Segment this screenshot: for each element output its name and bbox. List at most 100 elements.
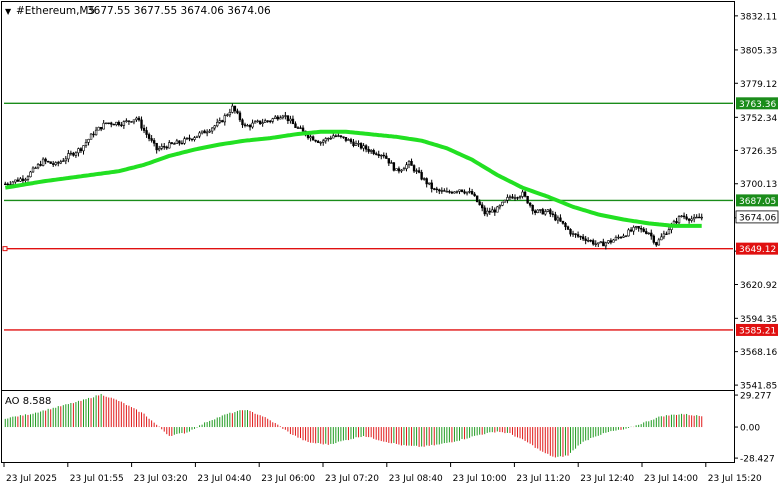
candle-body (4, 183, 7, 186)
level-tag-label: 3585.21 (739, 326, 776, 336)
candle-body (597, 242, 600, 245)
candle-body (627, 229, 630, 237)
candle-body (301, 127, 305, 132)
candle-body (19, 178, 22, 182)
ao-tick-label: 0.00 (740, 424, 760, 434)
candle-body (155, 142, 158, 151)
candle-body (241, 119, 244, 126)
candle-body (544, 211, 547, 215)
candle-body (397, 168, 401, 172)
candle-body (362, 145, 365, 149)
level-tag-label: 3763.36 (739, 100, 776, 110)
candle-body (306, 134, 310, 139)
candle-body (52, 163, 55, 165)
level-tag-resistance-3763 (736, 97, 778, 110)
candle-body (223, 115, 227, 123)
price-tick-label: 3700.13 (740, 180, 777, 190)
candle-body (228, 112, 232, 116)
time-tick-label: 23 Jul 08:40 (389, 474, 443, 484)
time-tick-label: 23 Jul 03:20 (134, 474, 188, 484)
candle-body (193, 137, 196, 140)
candle-body (41, 158, 45, 166)
candle-body (546, 209, 550, 212)
candle-body (327, 137, 330, 140)
candle-body (269, 120, 272, 123)
candle-body (137, 117, 141, 121)
time-tick-label: 23 Jul 14:00 (644, 474, 698, 484)
price-tick-label: 3568.16 (740, 348, 777, 358)
candle-body (39, 164, 42, 166)
candle-body (422, 178, 426, 180)
candle-body (561, 220, 565, 224)
candle-body (274, 116, 277, 119)
candle-body (564, 223, 567, 228)
candle-body (417, 170, 421, 173)
time-axis: 23 Jul 2025 23 Jul 01:55 23 Jul 03:20 23 Ju… (3, 462, 762, 484)
candle-body (24, 179, 27, 181)
candle-body (690, 218, 693, 221)
candle-body (178, 140, 181, 144)
candle-body (521, 191, 524, 197)
candle-body (531, 204, 534, 212)
candle-body (448, 191, 451, 193)
candle-body (486, 210, 489, 215)
candle-body (99, 126, 103, 130)
candle-body (6, 183, 9, 186)
candle-body (480, 204, 484, 209)
candle-body (329, 137, 332, 140)
candle-body (21, 178, 25, 181)
candle-body (216, 122, 219, 127)
candle-body (311, 136, 315, 141)
price-tick-label: 3620.92 (740, 281, 777, 291)
candle-body (286, 115, 290, 122)
candle-body (200, 130, 204, 134)
collapse-arrow-icon[interactable]: ▼ (5, 7, 12, 16)
time-tick-label: 23 Jul 07:20 (325, 474, 379, 484)
candle-body (536, 209, 539, 213)
candle-body (316, 140, 320, 143)
candle-body (342, 136, 345, 138)
candle-body (473, 193, 476, 197)
candle-body (453, 191, 456, 194)
candle-body (213, 125, 216, 129)
candle-body (695, 216, 698, 219)
candle-body (533, 210, 537, 213)
candle-body (271, 118, 274, 122)
candle-body (380, 154, 383, 157)
candle-body (609, 240, 613, 243)
candle-body (700, 216, 703, 219)
candle-body (150, 138, 153, 141)
level-handle[interactable] (2, 246, 8, 252)
candle-body (660, 236, 663, 241)
candle-body (142, 127, 146, 131)
price-panel-frame[interactable] (1, 1, 735, 391)
level-tag-support-3585 (736, 323, 778, 336)
candle-body (634, 226, 638, 228)
candle-body (607, 240, 610, 244)
candle-body (145, 130, 148, 135)
candle-body (468, 191, 471, 193)
candle-body (470, 191, 474, 195)
candle-body (170, 142, 174, 144)
price-tick-label: 3832.11 (740, 12, 777, 22)
candle-body (632, 226, 635, 232)
candle-body (261, 122, 264, 124)
candle-body (279, 117, 282, 120)
candle-body (205, 131, 209, 134)
candle-body (692, 217, 696, 220)
time-tick-label: 23 Jul 01:55 (70, 474, 124, 484)
candle-body (314, 139, 317, 142)
candle-body (405, 164, 408, 169)
candle-body (698, 216, 701, 219)
candle-body (105, 122, 108, 124)
time-tick-label: 23 Jul 11:20 (516, 474, 570, 484)
candle-body (344, 137, 348, 141)
candle-body (677, 216, 681, 224)
candle-body (319, 142, 322, 144)
candle-body (581, 236, 585, 240)
candle-body (226, 114, 229, 116)
level-lines: 3763.36 3687.05 3649.12 3585.21 (2, 97, 778, 336)
candle-body (566, 226, 570, 230)
candle-body (299, 127, 302, 129)
